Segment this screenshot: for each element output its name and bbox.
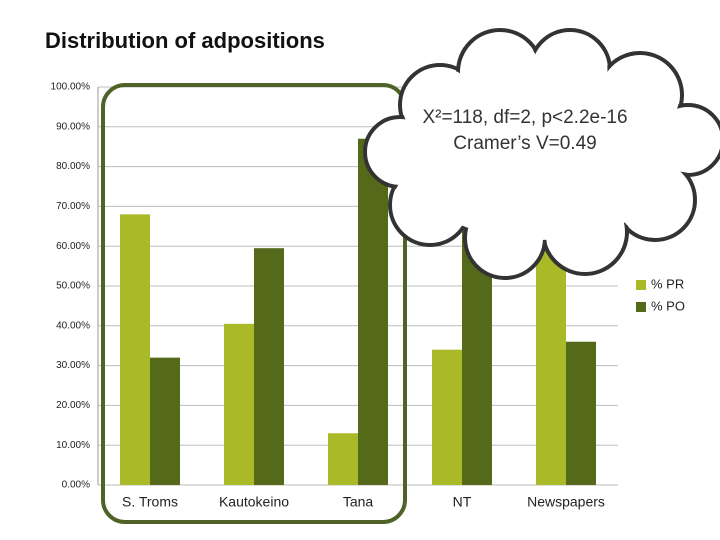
y-tick-label: 20.00% bbox=[56, 400, 90, 411]
bar bbox=[536, 230, 566, 485]
y-tick-label: 80.00% bbox=[56, 161, 90, 172]
chart-title: Distribution of adpositions bbox=[45, 28, 325, 53]
bar bbox=[120, 214, 150, 486]
bar bbox=[566, 341, 596, 485]
y-tick-label: 10.00% bbox=[56, 440, 90, 451]
y-tick-label: 60.00% bbox=[56, 241, 90, 252]
y-tick-label: 0.00% bbox=[62, 480, 90, 491]
y-tick-label: 50.00% bbox=[56, 281, 90, 292]
bar bbox=[224, 323, 254, 485]
annotation-text: X²=118, df=2, p<2.2e-16 bbox=[422, 107, 628, 128]
bar bbox=[432, 349, 462, 485]
legend-label: % PR bbox=[651, 276, 684, 291]
legend-swatch bbox=[636, 302, 646, 312]
y-tick-label: 70.00% bbox=[56, 201, 90, 212]
y-tick-label: 90.00% bbox=[56, 121, 90, 132]
x-tick-label: Kautokeino bbox=[219, 494, 289, 510]
x-tick-label: Tana bbox=[343, 494, 374, 510]
bar bbox=[254, 248, 284, 485]
bar bbox=[150, 357, 180, 485]
x-tick-label: NT bbox=[453, 494, 472, 510]
legend-label: % PO bbox=[651, 298, 685, 313]
x-tick-label: Newspapers bbox=[527, 494, 605, 510]
x-tick-label: S. Troms bbox=[122, 494, 178, 510]
bar bbox=[358, 138, 388, 486]
bar bbox=[328, 433, 358, 485]
cloud-fill bbox=[400, 70, 680, 240]
y-tick-label: 100.00% bbox=[51, 82, 91, 93]
annotation-text: Cramer’s V=0.49 bbox=[453, 133, 597, 154]
y-tick-label: 40.00% bbox=[56, 320, 90, 331]
highlight-frame bbox=[101, 83, 407, 524]
legend-swatch bbox=[636, 280, 646, 290]
annotation: X²=118, df=2, p<2.2e-16 Cramer’s V=0.49 bbox=[420, 105, 630, 157]
y-tick-label: 30.00% bbox=[56, 360, 90, 371]
